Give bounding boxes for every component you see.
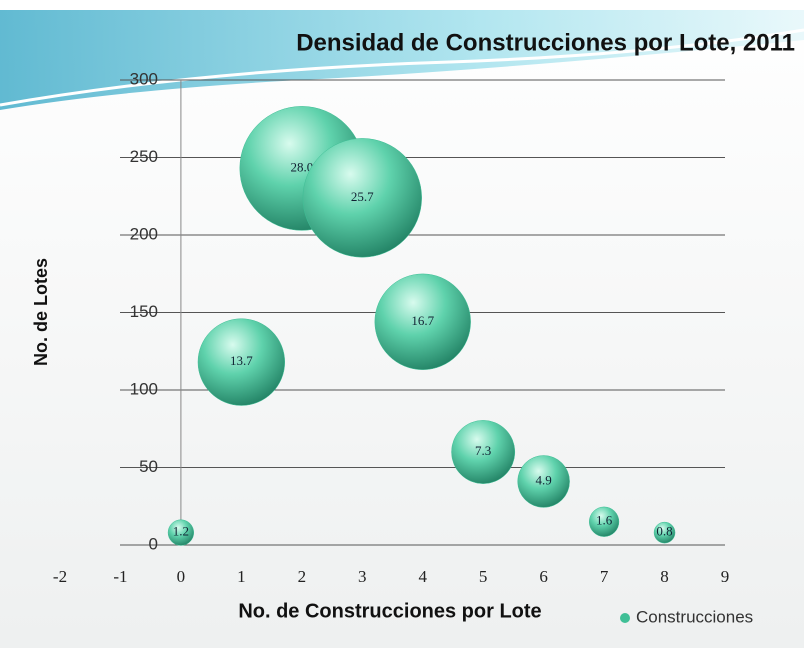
x-tick-label: 9: [721, 567, 730, 586]
y-tick-label: 0: [149, 534, 158, 553]
x-tick-label: 1: [237, 567, 246, 586]
x-tick-label: 2: [298, 567, 307, 586]
x-tick-label: 6: [539, 567, 548, 586]
x-tick-label: 4: [418, 567, 427, 586]
data-label: 7.3: [475, 443, 491, 458]
bubble: [302, 138, 422, 258]
legend-label: Construcciones: [636, 607, 753, 626]
x-axis-label: No. de Construcciones por Lote: [238, 600, 541, 622]
bubble: [653, 521, 676, 544]
y-tick-label: 200: [130, 224, 158, 243]
data-label: 4.9: [536, 472, 552, 487]
bubble: [374, 273, 471, 370]
bubble: [589, 506, 620, 537]
y-axis-label: No. de Lotes: [31, 258, 51, 366]
y-tick-label: 50: [139, 457, 158, 476]
bubble: [197, 318, 285, 406]
y-tick-label: 250: [130, 147, 158, 166]
bubble: [167, 519, 194, 546]
data-label: 1.6: [596, 513, 613, 528]
data-label: 13.7: [230, 353, 253, 368]
decor-line: [0, 28, 804, 107]
x-tick-label: 8: [660, 567, 669, 586]
x-tick-label: 5: [479, 567, 488, 586]
data-label: 1.2: [173, 524, 189, 539]
bubble: [517, 455, 570, 508]
x-tick-label: 0: [177, 567, 186, 586]
x-tick-label: -2: [53, 567, 67, 586]
data-label: 0.8: [656, 524, 672, 539]
legend-swatch: [620, 613, 630, 623]
data-label: 16.7: [411, 313, 434, 328]
y-tick-label: 300: [130, 69, 158, 88]
decor-wave: [0, 10, 804, 110]
x-tick-label: 7: [600, 567, 609, 586]
y-tick-label: 150: [130, 302, 158, 321]
y-tick-label: 100: [130, 379, 158, 398]
x-tick-label: -1: [113, 567, 127, 586]
chart-title: Densidad de Construcciones por Lote, 201…: [296, 29, 795, 56]
data-label: 28.0: [290, 159, 313, 174]
data-label: 25.7: [351, 189, 374, 204]
x-tick-label: 3: [358, 567, 367, 586]
bubble: [451, 420, 516, 484]
